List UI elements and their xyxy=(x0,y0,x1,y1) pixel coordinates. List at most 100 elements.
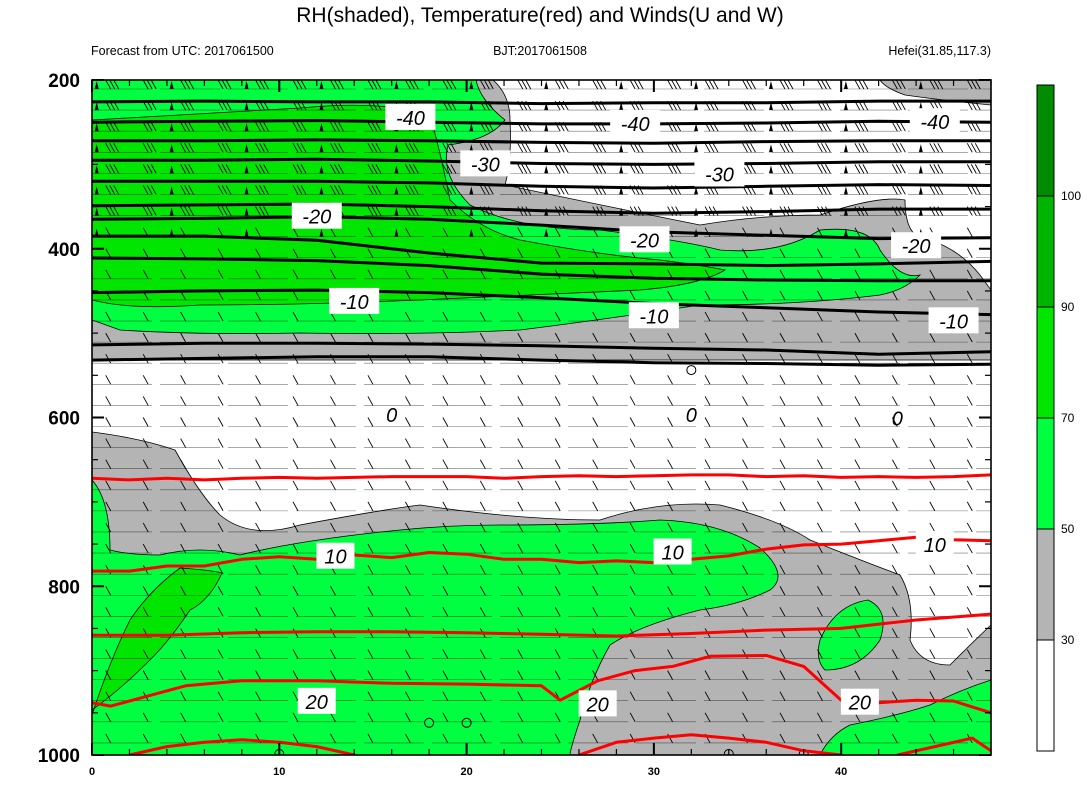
isotherm-line xyxy=(578,733,842,755)
wind-barb xyxy=(970,143,977,153)
isotherm-line xyxy=(92,179,991,190)
wind-barb xyxy=(966,121,973,132)
wind-barb xyxy=(742,522,748,533)
wind-barb xyxy=(966,649,973,659)
wind-barb xyxy=(367,459,374,469)
isotherm-line xyxy=(92,256,991,283)
temperature-label-box xyxy=(628,302,679,329)
wind-barb xyxy=(817,269,823,280)
temperature-label-box xyxy=(610,109,661,136)
wind-barb xyxy=(371,164,378,174)
wind-barb xyxy=(217,480,224,490)
wind-barb xyxy=(442,564,449,575)
y-tick-label: 400 xyxy=(48,240,80,261)
wind-barb xyxy=(150,206,157,216)
wind-barb xyxy=(742,143,748,153)
wind-barb xyxy=(255,564,261,575)
wind-barb xyxy=(554,607,561,617)
wind-barb xyxy=(517,691,524,701)
wind-barb xyxy=(787,143,794,153)
wind-barb xyxy=(105,649,112,659)
isotherm-line xyxy=(92,215,991,241)
wind-barb xyxy=(629,649,636,659)
wind-barb xyxy=(974,143,981,153)
isotherm-line xyxy=(92,535,991,573)
wind-barb xyxy=(779,354,786,364)
wind-barb xyxy=(704,670,711,680)
wind-barb xyxy=(817,396,823,406)
wind-barb xyxy=(367,227,374,237)
wind-barb xyxy=(367,269,374,280)
wind-barb-flag xyxy=(619,102,624,111)
wind-barb xyxy=(779,607,786,617)
wind-barb xyxy=(742,290,748,301)
wind-barb xyxy=(667,691,673,701)
wind-barb xyxy=(405,438,411,448)
wind-barb xyxy=(371,143,378,153)
wind-barb xyxy=(405,417,411,427)
wind-barb xyxy=(180,269,187,280)
wind-barb xyxy=(891,480,898,490)
temperature-label: 0 xyxy=(386,405,397,427)
wind-barb xyxy=(487,80,494,90)
y-tick-label: 800 xyxy=(48,577,80,598)
wind-barb xyxy=(891,438,898,448)
wind-barb xyxy=(854,375,861,385)
wind-barb xyxy=(142,712,149,723)
wind-barb xyxy=(675,80,681,90)
wind-barb xyxy=(105,80,112,90)
wind-barb xyxy=(479,501,486,512)
wind-barb xyxy=(409,185,415,195)
wind-barb xyxy=(854,121,861,132)
chart-title: RH(shaded), Temperature(red) and Winds(U… xyxy=(296,4,783,27)
wind-barb xyxy=(367,522,374,533)
wind-barb xyxy=(629,459,636,469)
wind-barb-flag xyxy=(319,228,324,237)
wind-barb xyxy=(105,121,112,132)
wind-barb xyxy=(188,206,195,216)
wind-barb xyxy=(113,206,120,216)
wind-barb-flag xyxy=(544,144,549,153)
wind-barb xyxy=(146,185,153,195)
temperature-label: 20 xyxy=(586,694,609,716)
wind-barb xyxy=(667,480,673,490)
wind-barb xyxy=(966,375,973,385)
wind-barb xyxy=(142,670,149,680)
wind-barb xyxy=(442,459,449,469)
wind-barb xyxy=(217,522,224,533)
wind-barb xyxy=(817,733,823,744)
wind-barb xyxy=(554,396,561,406)
wind-barb xyxy=(292,459,299,469)
calm-wind-circle xyxy=(461,717,472,728)
wind-barb xyxy=(105,417,112,427)
wind-barb xyxy=(105,185,112,195)
wind-barb xyxy=(142,438,149,448)
calm-wind-circle xyxy=(424,717,435,728)
wind-barb-flag xyxy=(843,81,848,89)
wind-barb xyxy=(554,311,561,322)
wind-barb xyxy=(854,311,861,322)
wind-barb xyxy=(217,227,224,237)
wind-barb xyxy=(367,733,374,744)
wind-barb xyxy=(180,586,187,596)
wind-barb xyxy=(217,712,224,723)
wind-barb xyxy=(367,607,374,617)
wind-barb xyxy=(517,417,524,427)
wind-barb xyxy=(817,438,823,448)
wind-barb xyxy=(330,143,336,153)
wind-barb xyxy=(779,248,786,258)
wind-barb-flag xyxy=(244,165,249,174)
temperature-label: -10 xyxy=(639,306,668,328)
temperature-label: -40 xyxy=(920,112,949,134)
wind-barb xyxy=(442,522,449,533)
wind-barb xyxy=(180,185,187,195)
wind-barb xyxy=(517,143,524,153)
wind-barb xyxy=(817,586,823,596)
wind-barb xyxy=(966,354,973,364)
wind-barb xyxy=(263,121,269,132)
wind-barb xyxy=(296,185,303,195)
wind-barb xyxy=(554,227,561,237)
wind-barb xyxy=(255,417,261,427)
wind-barb xyxy=(854,522,861,533)
temperature-labels: -40 -40 -40 -30 -30 -20 -20 -20 -10 -10 -10 0 0 0 10 10… xyxy=(291,103,979,717)
